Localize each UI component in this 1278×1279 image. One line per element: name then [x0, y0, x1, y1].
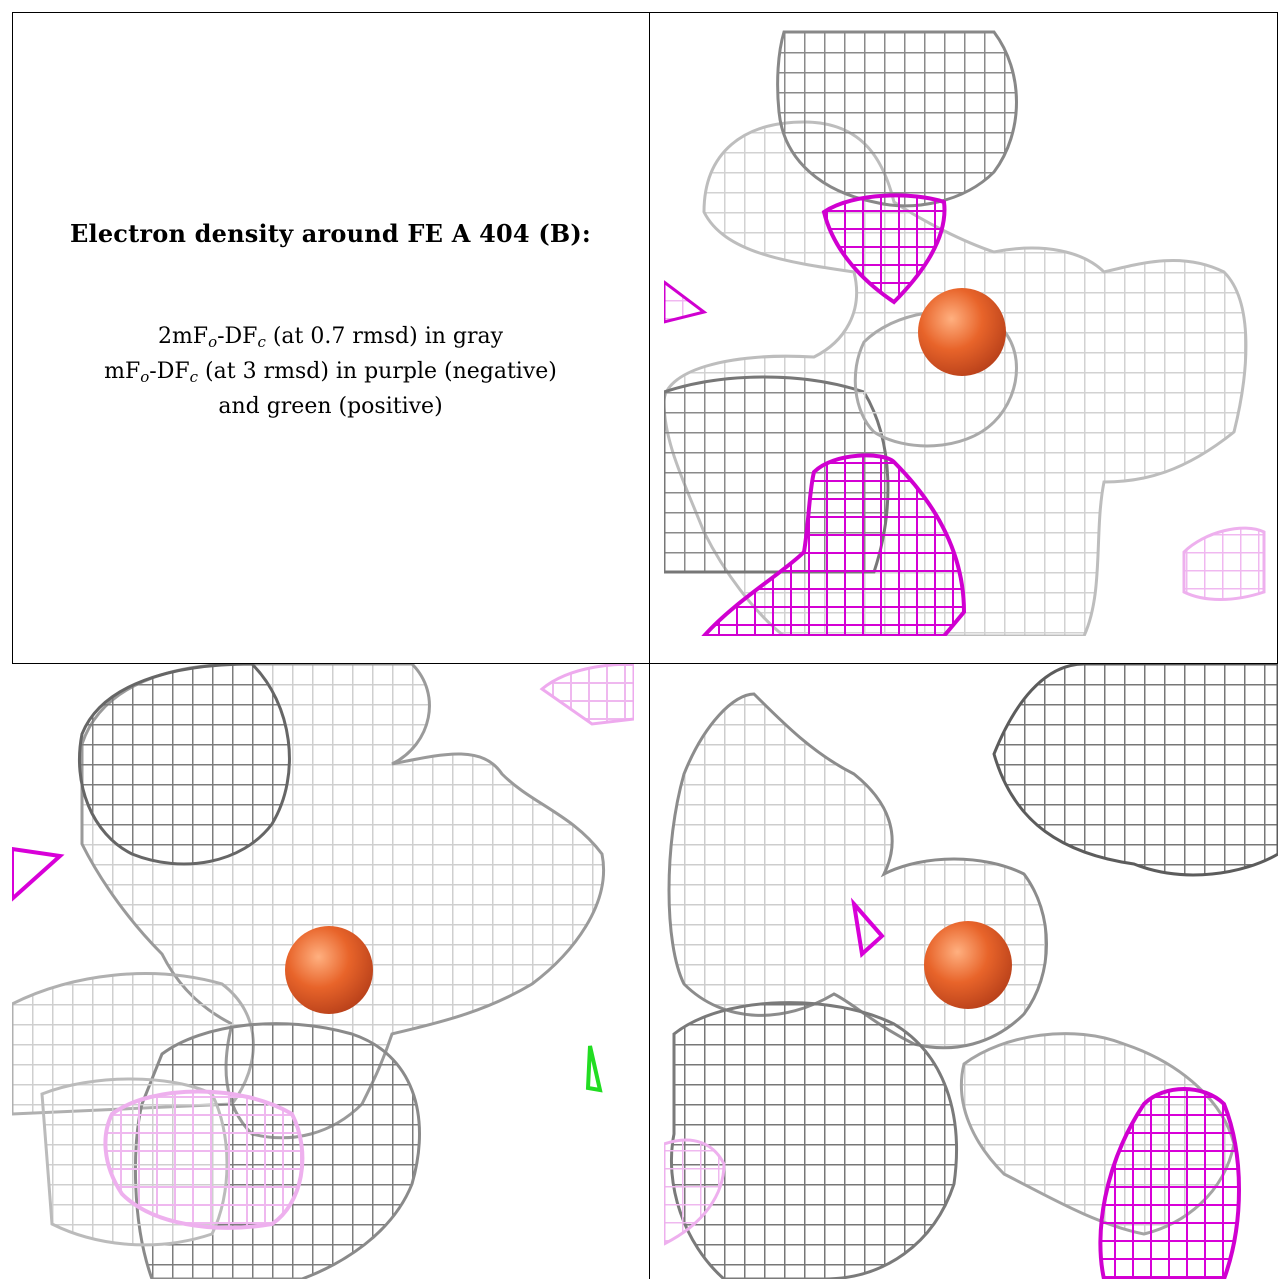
caption-line2-mid: -DF — [149, 359, 190, 384]
caption-line1-mid: -DF — [217, 324, 258, 349]
grid-rule-middle — [12, 663, 1278, 664]
mesh-negative — [664, 193, 1266, 636]
caption-lines: 2mFo-DFc (at 0.7 rmsd) in gray mFo-DFc (… — [12, 322, 649, 422]
caption-line2-sub1: o — [140, 368, 150, 386]
caption-line-colors: and green (positive) — [218, 394, 443, 419]
caption-line1-sub1: o — [208, 333, 218, 351]
grid-rule-top — [12, 12, 1278, 13]
density-render-3 — [664, 664, 1278, 1279]
caption-line1-pre: 2mF — [157, 324, 209, 349]
density-panel-bottom-right — [664, 664, 1278, 1279]
caption-line2-post: (at 3 rmsd) in purple (negative) — [198, 359, 557, 384]
mesh-negative — [664, 897, 1241, 1279]
iron-atom-sphere — [924, 921, 1012, 1009]
mesh-positive — [585, 1045, 603, 1093]
caption-line-fo-fc: mFo-DFc (at 3 rmsd) in purple (negative) — [12, 357, 649, 392]
density-panel-bottom-left — [12, 664, 634, 1279]
caption-line2-sub2: c — [189, 368, 199, 386]
grid-rule-left — [12, 12, 13, 664]
density-render-2 — [12, 664, 634, 1279]
caption-line1-sub2: c — [257, 333, 266, 351]
caption-cell: Electron density around FE A 404 (B): 2m… — [12, 12, 649, 650]
caption-line1-post: (at 0.7 rmsd) in gray — [265, 324, 504, 349]
caption-title: Electron density around FE A 404 (B): — [70, 219, 591, 248]
density-render-1 — [664, 30, 1266, 636]
grid-rule-center — [649, 12, 650, 1279]
caption-line-2fo-fc: 2mFo-DFc (at 0.7 rmsd) in gray — [12, 322, 649, 357]
iron-atom-sphere — [285, 926, 373, 1014]
mesh-negative — [12, 664, 634, 1230]
iron-atom-sphere — [918, 288, 1006, 376]
density-panel-top-right — [664, 12, 1278, 636]
caption-line2-pre: mF — [104, 359, 141, 384]
